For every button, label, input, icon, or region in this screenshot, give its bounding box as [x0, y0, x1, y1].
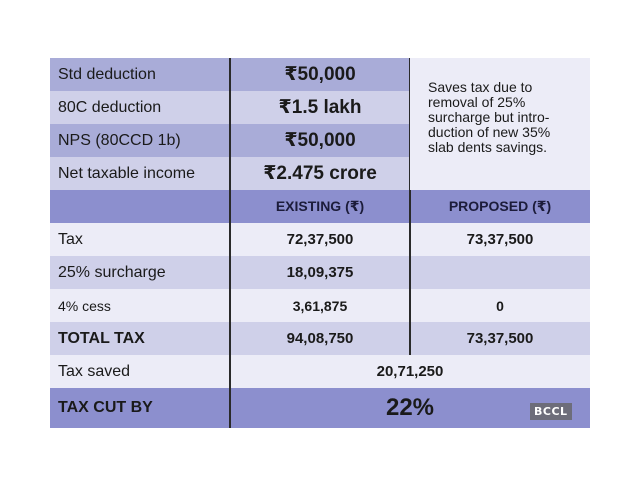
divider-right-top — [409, 58, 410, 190]
80c-deduction-value: ₹1.5 lakh — [230, 91, 410, 124]
proposed-header: PROPOSED (₹) — [410, 190, 590, 223]
note-text: Saves tax due to removal of 25% surcharg… — [410, 58, 590, 190]
cess-proposed: 0 — [410, 289, 590, 322]
tax-label: Tax — [50, 223, 230, 256]
divider-right-mid — [409, 190, 411, 355]
tax-existing: 72,37,500 — [230, 223, 410, 256]
surcharge-existing: 18,09,375 — [230, 256, 410, 289]
nps-label: NPS (80CCD 1b) — [50, 124, 230, 157]
tax-saved-label: Tax saved — [50, 355, 230, 388]
nps-value: ₹50,000 — [230, 124, 410, 157]
net-taxable-income-value: ₹2.475 crore — [230, 157, 410, 190]
cess-existing: 3,61,875 — [230, 289, 410, 322]
cess-label: 4% cess — [50, 289, 230, 322]
tax-saved-value: 20,71,250 — [230, 355, 590, 388]
surcharge-proposed — [410, 256, 590, 289]
tax-comparison-table: Std deduction ₹50,000 80C deduction ₹1.5… — [50, 58, 590, 428]
divider-left — [229, 58, 231, 428]
net-taxable-income-label: Net taxable income — [50, 157, 230, 190]
std-deduction-value: ₹50,000 — [230, 58, 410, 91]
bccl-badge: BCCL — [530, 403, 572, 420]
total-tax-proposed: 73,37,500 — [410, 322, 590, 355]
surcharge-label: 25% surcharge — [50, 256, 230, 289]
header-blank — [50, 190, 230, 223]
total-tax-existing: 94,08,750 — [230, 322, 410, 355]
80c-deduction-label: 80C deduction — [50, 91, 230, 124]
total-tax-label: TOTAL TAX — [50, 322, 230, 355]
tax-proposed: 73,37,500 — [410, 223, 590, 256]
existing-header: EXISTING (₹) — [230, 190, 410, 223]
tax-cut-label: TAX CUT BY — [50, 388, 230, 428]
std-deduction-label: Std deduction — [50, 58, 230, 91]
